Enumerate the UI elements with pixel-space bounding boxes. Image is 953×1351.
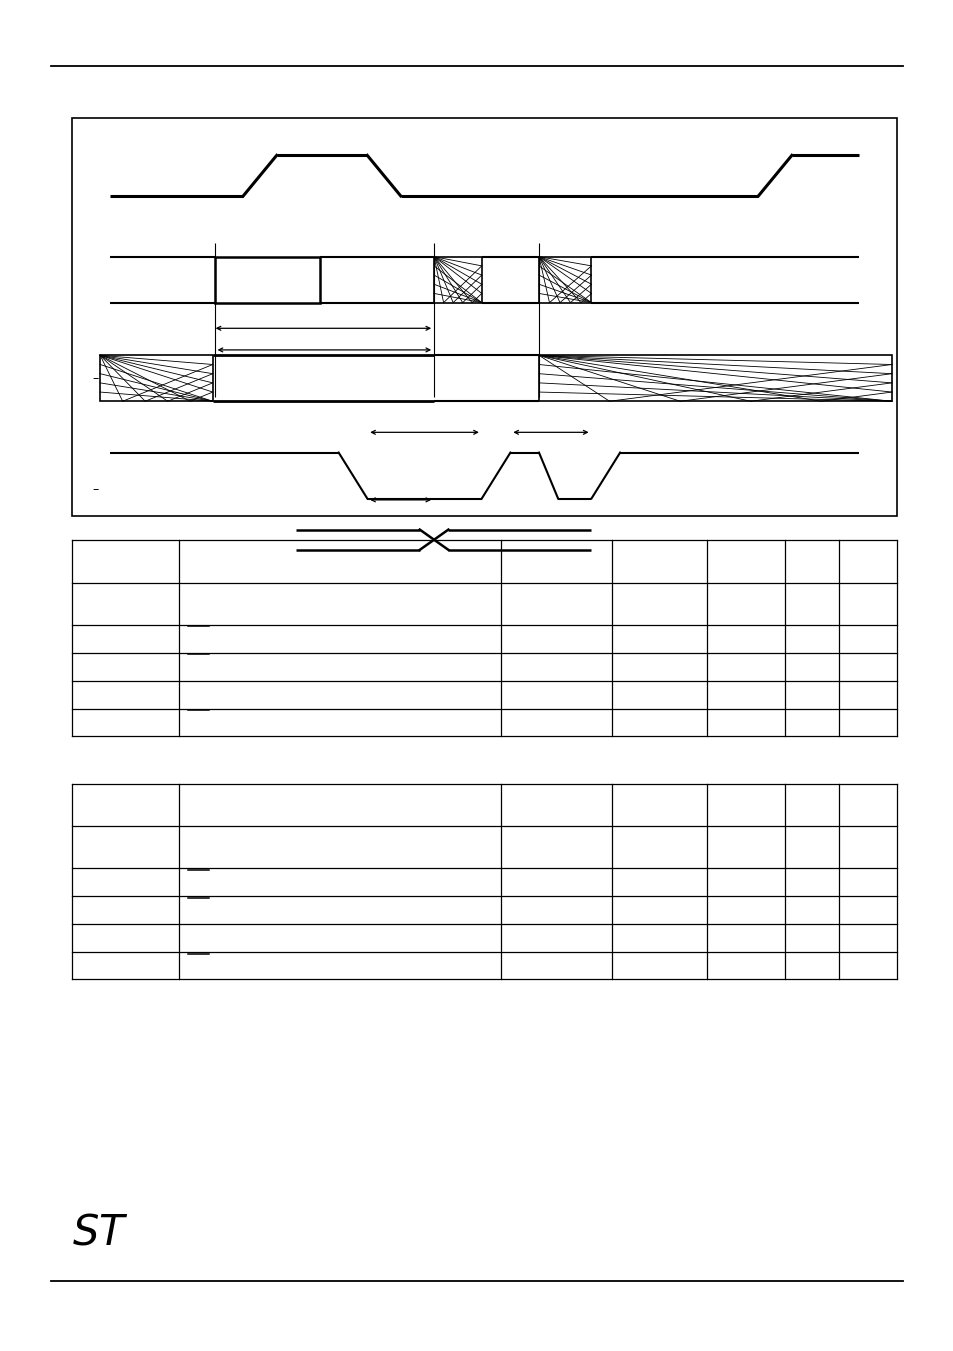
Bar xyxy=(214,257,319,303)
Bar xyxy=(71,118,896,516)
Text: $\mathit{ST}$: $\mathit{ST}$ xyxy=(71,1210,128,1254)
Bar xyxy=(100,355,213,401)
Bar xyxy=(434,257,481,303)
Text: –: – xyxy=(92,482,98,496)
Bar xyxy=(538,257,591,303)
Text: –: – xyxy=(92,372,98,385)
Bar xyxy=(538,355,891,401)
